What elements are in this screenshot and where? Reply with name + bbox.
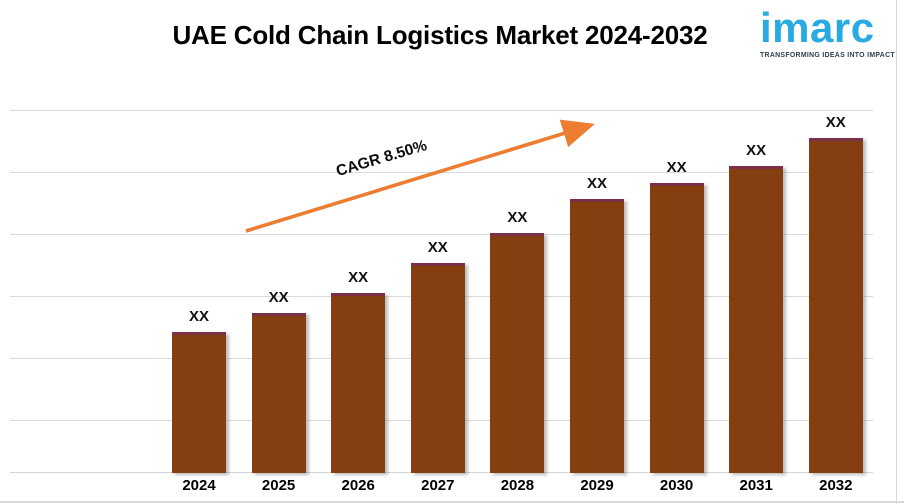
imarc-logo-tagline: TRANSFORMING IDEAS INTO IMPACT	[760, 52, 895, 60]
bar-value-label-2032: XX	[825, 114, 846, 131]
bar-2029	[570, 199, 624, 473]
chart-title: UAE Cold Chain Logistics Market 2024-203…	[172, 20, 708, 50]
x-axis-label-2024: 2024	[182, 477, 216, 494]
x-axis-label-2032: 2032	[819, 477, 853, 494]
imarc-logo-wordmark: imarc	[760, 4, 875, 51]
x-axis-label-2025: 2025	[261, 477, 296, 494]
bar-2025	[251, 313, 306, 473]
bar-2026	[331, 293, 386, 473]
bar-2024	[172, 332, 226, 473]
cagr-trend-arrow	[245, 119, 595, 233]
bar-2031	[729, 166, 784, 473]
bar-2028	[490, 233, 545, 473]
bar-value-label-2024: XX	[188, 308, 209, 325]
bar-value-label-2031: XX	[746, 142, 767, 159]
bar-value-label-2027: XX	[427, 239, 448, 256]
bar-value-label-2026: XX	[348, 269, 369, 286]
bar-value-label-2028: XX	[507, 209, 528, 226]
x-axis-label-2029: 2029	[580, 477, 614, 494]
page-bottom-border	[0, 501, 904, 503]
bar-2030	[649, 183, 704, 473]
x-axis-label-2031: 2031	[739, 477, 773, 494]
x-axis-label-2030: 2030	[659, 477, 694, 494]
page-right-border	[896, 0, 897, 504]
bar-value-label-2025: XX	[268, 289, 289, 306]
bar-value-label-2029: XX	[586, 175, 607, 192]
bar-2032	[808, 138, 863, 473]
x-axis-label-2028: 2028	[500, 477, 535, 494]
bar-value-label-2030: XX	[666, 159, 687, 176]
gridline	[10, 110, 873, 111]
x-axis-label-2026: 2026	[341, 477, 375, 494]
bar-2027	[410, 263, 465, 473]
imarc-logo: imarc TRANSFORMING IDEAS INTO IMPACT	[760, 4, 895, 60]
gridline	[10, 234, 873, 235]
x-axis-label-2027: 2027	[421, 477, 455, 494]
